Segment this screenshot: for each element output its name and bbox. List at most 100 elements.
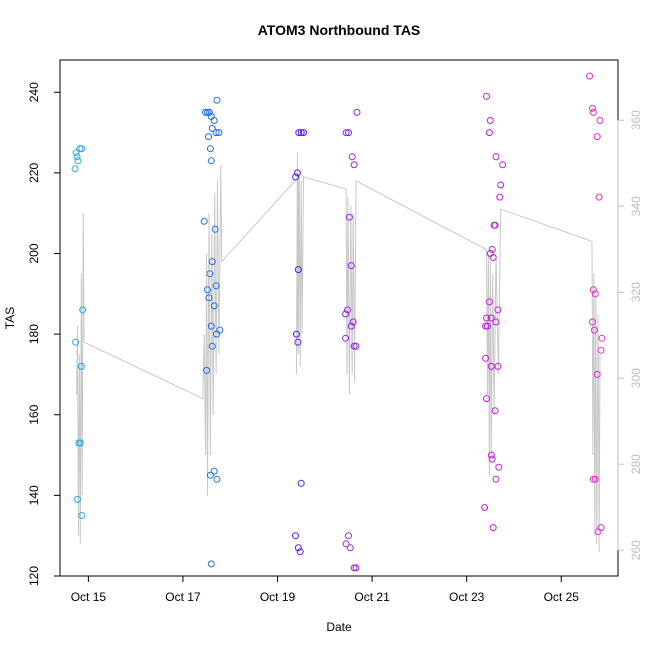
data-point — [485, 298, 493, 306]
plot-frame — [59, 59, 619, 577]
y-tick-label: 180 — [27, 324, 41, 344]
data-point — [200, 217, 208, 225]
data-point — [295, 129, 303, 137]
data-point — [593, 370, 601, 378]
y-tick-label: 160 — [27, 404, 41, 424]
data-point — [78, 145, 86, 153]
data-point — [488, 246, 496, 253]
data-point — [79, 306, 87, 314]
data-point — [215, 129, 223, 137]
data-point — [78, 512, 86, 519]
x-tick-label: Oct 17 — [165, 590, 201, 604]
y-tick-label: 200 — [27, 243, 41, 263]
data-point — [292, 532, 299, 540]
data-point — [205, 133, 212, 141]
data-point — [297, 129, 305, 137]
data-point — [483, 314, 490, 322]
x-tick-label: Oct 15 — [71, 590, 107, 604]
x-tick-label: Oct 21 — [354, 590, 390, 604]
data-point — [213, 96, 221, 104]
data-point — [294, 266, 302, 274]
data-point — [211, 225, 219, 233]
data-point — [297, 479, 305, 487]
data-point — [206, 471, 214, 479]
y-tick-label: 140 — [27, 485, 41, 505]
x-tick-label: Oct 25 — [544, 590, 580, 604]
data-point — [594, 528, 602, 536]
data-point — [347, 262, 355, 270]
data-point — [348, 153, 356, 161]
data-point — [490, 221, 498, 229]
data-point — [207, 157, 215, 165]
right-tick-label: 360 — [629, 110, 643, 130]
data-point — [202, 108, 210, 116]
data-point — [210, 467, 218, 475]
data-point — [486, 117, 494, 124]
data-point — [73, 153, 81, 161]
right-tick-label: 320 — [629, 282, 643, 302]
data-point — [216, 326, 224, 334]
data-point — [487, 451, 495, 459]
data-point — [350, 342, 358, 350]
data-point — [342, 310, 350, 318]
data-point — [598, 334, 606, 342]
x-tick-label: Oct 19 — [260, 590, 296, 604]
y-tick-label: 220 — [27, 163, 41, 183]
data-point — [345, 213, 353, 221]
data-point — [350, 161, 358, 169]
right-tick-label: 340 — [629, 196, 643, 216]
data-point — [344, 306, 351, 314]
line-series — [76, 152, 601, 552]
data-point — [77, 362, 85, 370]
data-point — [74, 157, 82, 165]
data-point — [349, 318, 357, 326]
data-point — [71, 165, 79, 173]
data-point — [345, 532, 352, 540]
data-point — [485, 129, 493, 137]
data-point — [342, 540, 350, 548]
data-point — [213, 330, 220, 338]
data-point — [296, 548, 304, 556]
data-point — [203, 366, 211, 374]
data-point — [491, 407, 499, 415]
y-tick-label: 120 — [27, 566, 41, 586]
y-axis-right: 260 280 300 320 340 360 — [617, 110, 643, 560]
y-axis-label: TAS — [3, 307, 17, 329]
data-point — [494, 362, 502, 370]
data-point — [483, 395, 490, 403]
data-point — [347, 322, 355, 330]
data-point — [352, 342, 360, 350]
data-point — [206, 270, 214, 278]
right-tick-label: 260 — [629, 540, 643, 560]
data-point — [208, 125, 216, 132]
data-point — [210, 302, 218, 310]
data-point — [590, 326, 598, 334]
data-point — [208, 258, 216, 266]
data-point — [496, 193, 504, 201]
data-point — [495, 463, 503, 471]
data-point — [342, 334, 350, 342]
data-point — [212, 129, 220, 137]
data-point — [204, 108, 211, 116]
data-point — [293, 169, 301, 177]
data-point — [591, 290, 599, 298]
data-point — [342, 129, 350, 137]
data-point — [488, 455, 496, 463]
scatter-points — [71, 72, 606, 572]
data-point — [294, 544, 302, 552]
data-point — [597, 524, 605, 532]
data-point — [492, 475, 500, 483]
data-point — [481, 504, 489, 511]
data-point — [345, 129, 352, 137]
data-point — [484, 322, 491, 330]
x-axis: Oct 15 Oct 17 Oct 19 Oct 21 Oct 23 Oct 25 — [71, 575, 580, 604]
data-point — [213, 475, 221, 483]
right-tick-label: 280 — [629, 454, 643, 474]
data-point — [294, 338, 302, 346]
data-point — [205, 294, 213, 302]
data-point — [72, 338, 80, 346]
data-point — [595, 193, 603, 201]
data-point — [208, 342, 216, 350]
data-point — [593, 133, 601, 141]
